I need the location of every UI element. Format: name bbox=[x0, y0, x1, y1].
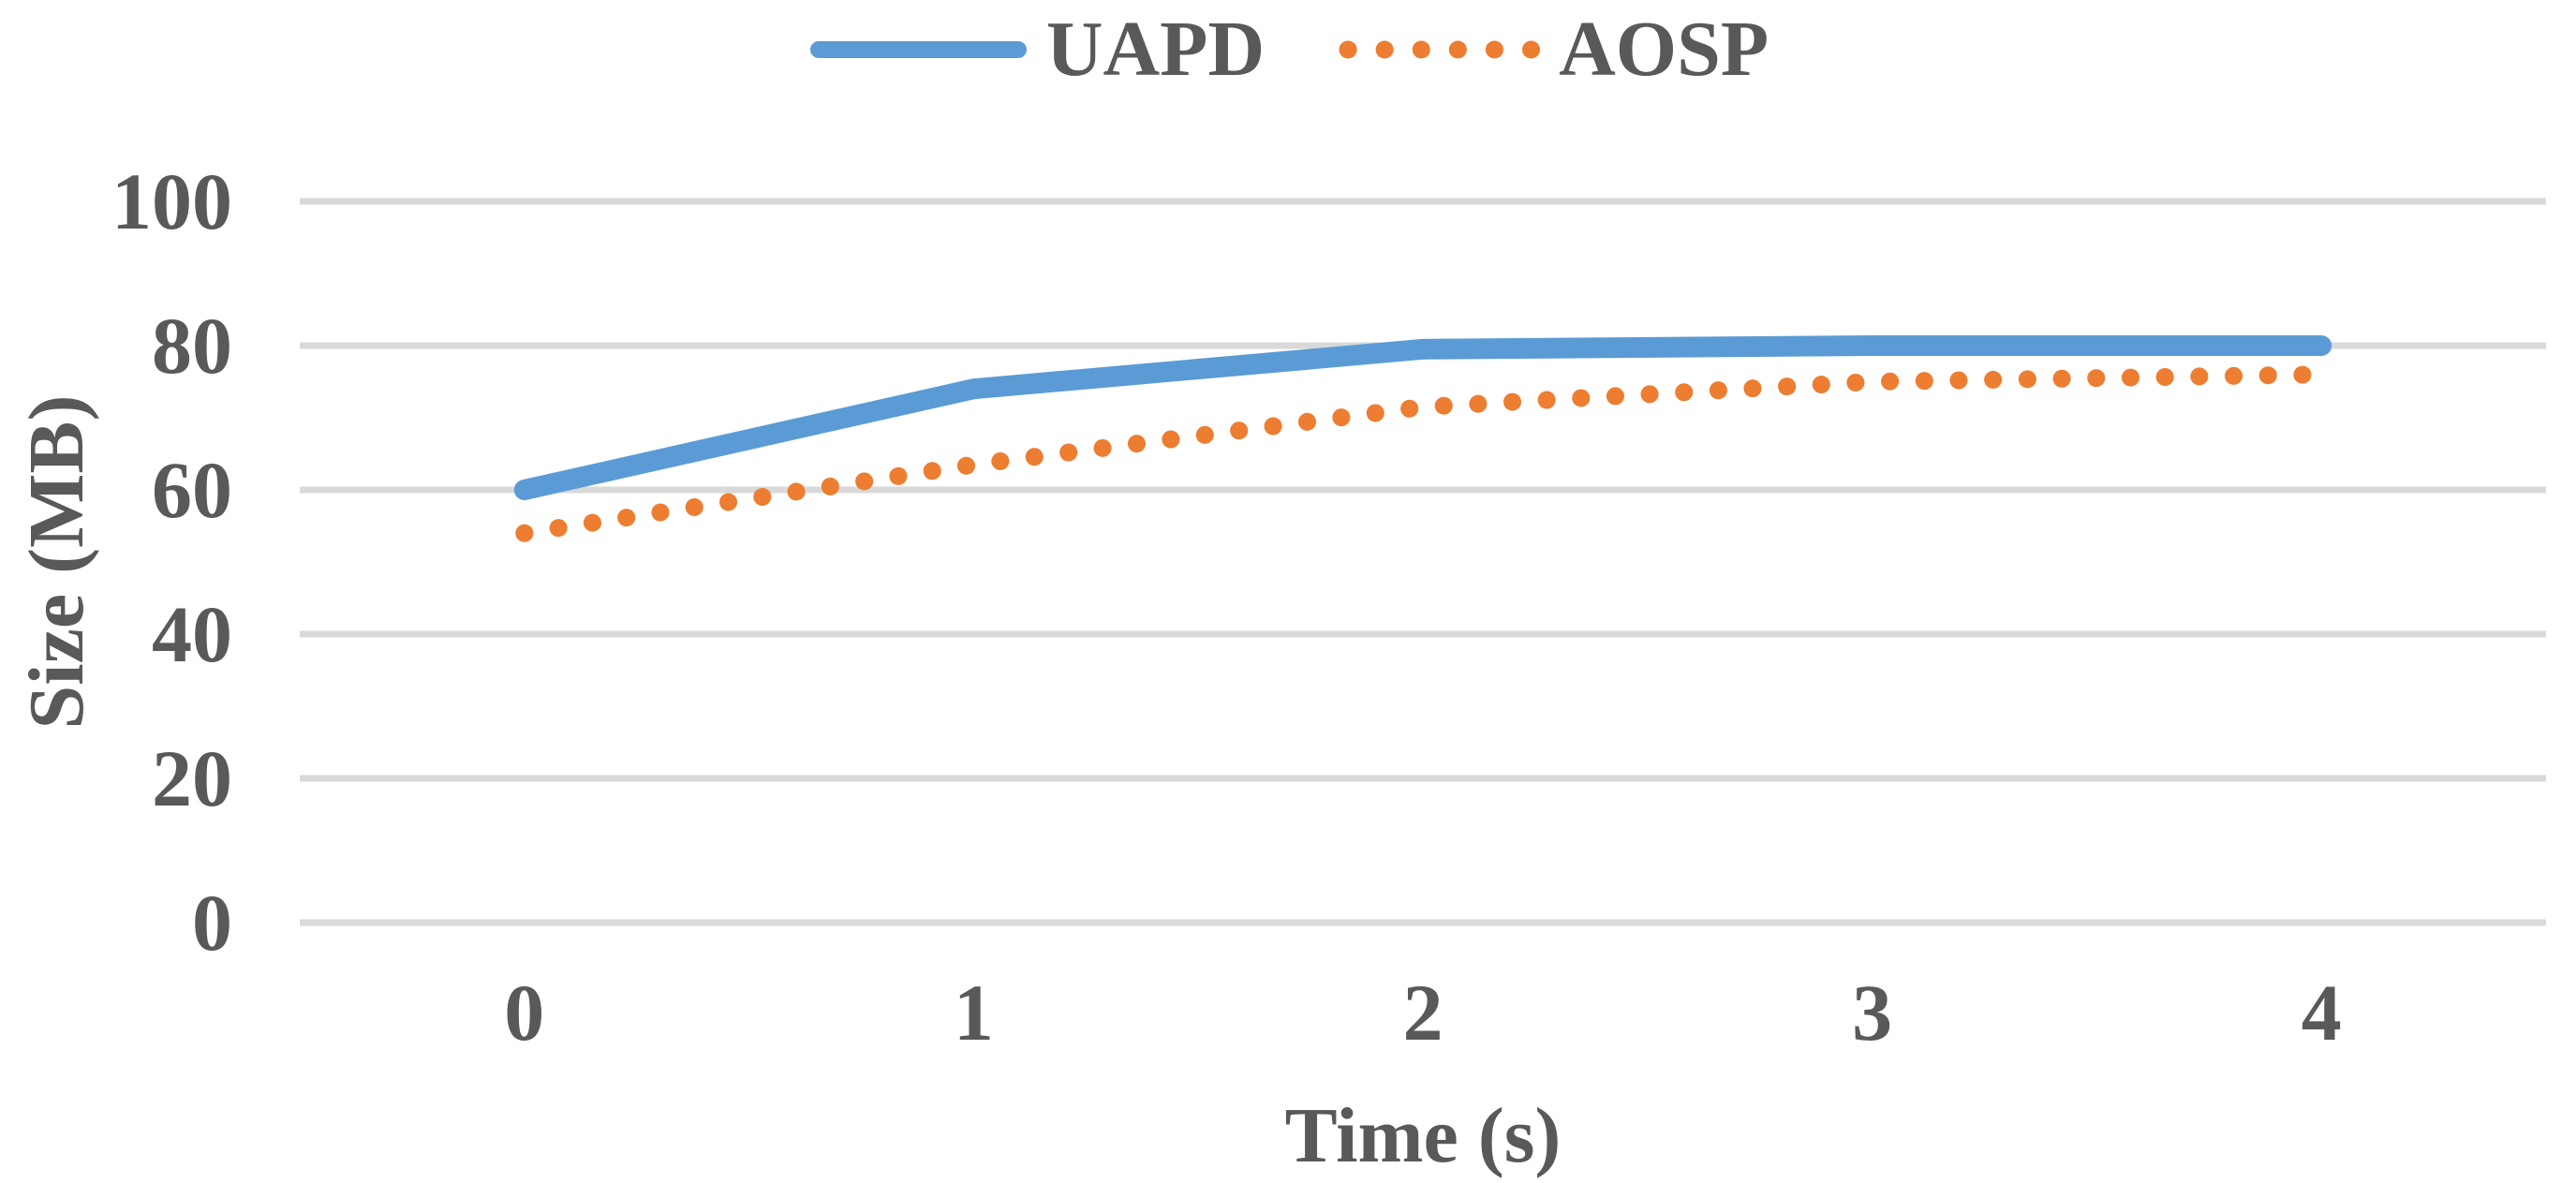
x-tick-label: 2 bbox=[1403, 968, 1443, 1057]
y-tick-label: 60 bbox=[152, 445, 232, 535]
x-tick-label: 0 bbox=[504, 968, 544, 1057]
y-tick-label: 40 bbox=[152, 589, 232, 679]
legend-label-uapd: UAPD bbox=[1045, 6, 1266, 93]
series-line-uapd bbox=[513, 335, 2332, 500]
legend-label-aosp: AOSP bbox=[1559, 6, 1769, 93]
legend-item-uapd: UAPD bbox=[807, 0, 1265, 99]
x-tick-label: 3 bbox=[1852, 968, 1892, 1057]
x-tick-label: 4 bbox=[2302, 968, 2342, 1057]
legend-item-aosp: AOSP bbox=[1338, 0, 1769, 99]
x-tick-label: 1 bbox=[954, 968, 994, 1057]
y-tick-label: 20 bbox=[152, 733, 232, 823]
uapd-solid-line-icon bbox=[809, 41, 1027, 58]
y-tick-label: 0 bbox=[192, 878, 232, 968]
y-tick-label: 100 bbox=[111, 156, 232, 246]
y-tick-label: 80 bbox=[152, 301, 232, 391]
aosp-dotted-line-icon bbox=[1339, 40, 1543, 59]
chart-legend: UAPD AOSP bbox=[0, 0, 2576, 99]
series-line-aosp bbox=[515, 365, 2331, 542]
x-axis-title: Time (s) bbox=[1284, 1092, 1562, 1179]
